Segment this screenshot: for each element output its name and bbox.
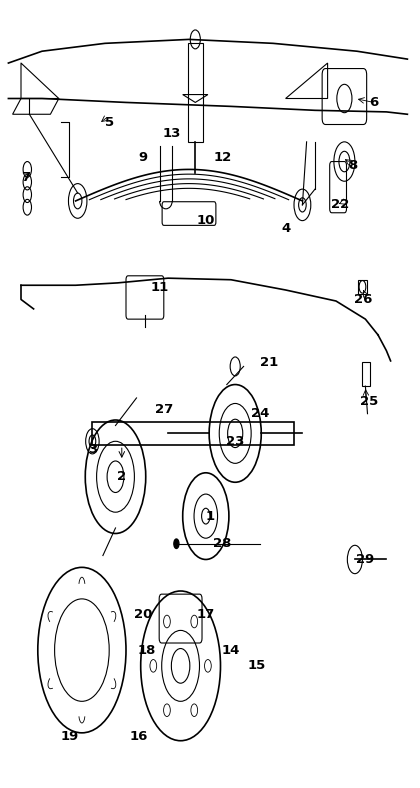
Text: 12: 12 (213, 151, 232, 164)
Text: 28: 28 (213, 537, 232, 550)
Text: 6: 6 (369, 96, 378, 109)
Text: 23: 23 (226, 435, 244, 448)
Text: 15: 15 (247, 660, 265, 672)
Text: 10: 10 (197, 214, 215, 227)
Text: 3: 3 (88, 443, 97, 455)
Bar (358, 280, 367, 294)
Text: 1: 1 (205, 510, 215, 522)
Text: 13: 13 (163, 128, 181, 140)
Text: 14: 14 (222, 644, 240, 656)
Text: 7: 7 (21, 171, 30, 184)
Text: 5: 5 (105, 116, 114, 128)
Text: 22: 22 (331, 199, 349, 211)
Text: 16: 16 (129, 730, 148, 743)
Circle shape (174, 539, 179, 548)
Text: 19: 19 (60, 730, 79, 743)
Text: 26: 26 (354, 293, 373, 306)
Text: 29: 29 (356, 553, 375, 566)
Bar (188, 43, 203, 142)
Bar (92, 422, 294, 445)
Text: 20: 20 (134, 608, 152, 621)
Text: 27: 27 (155, 403, 173, 416)
Text: 17: 17 (197, 608, 215, 621)
Text: 9: 9 (138, 151, 147, 164)
Text: 25: 25 (360, 396, 379, 408)
Text: 4: 4 (281, 222, 290, 235)
Text: 21: 21 (260, 356, 278, 369)
Bar (362, 362, 370, 386)
Text: 8: 8 (348, 159, 357, 172)
Text: 18: 18 (138, 644, 156, 656)
Text: 24: 24 (251, 407, 270, 420)
Text: 2: 2 (117, 470, 126, 483)
Text: 11: 11 (150, 281, 169, 294)
